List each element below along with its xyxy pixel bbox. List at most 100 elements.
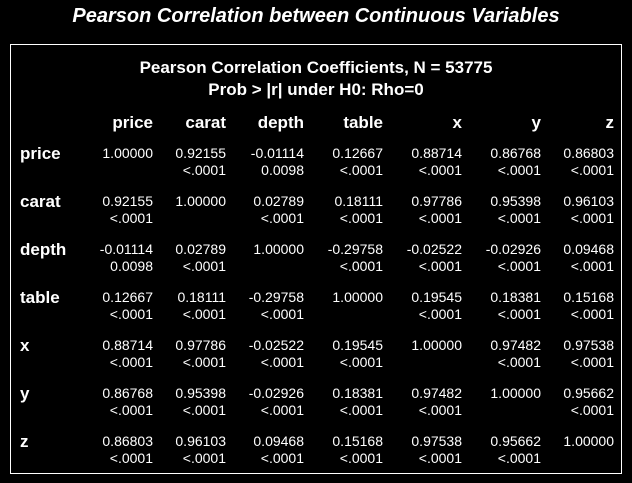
correlation-coefficient: 0.18381 <box>332 385 383 401</box>
p-value: <.0001 <box>418 402 462 418</box>
column-header-x: x <box>452 113 462 132</box>
correlation-coefficient: 0.92155 <box>175 145 226 161</box>
correlation-cell: 0.95398 <.0001 <box>146 385 226 419</box>
correlation-coefficient: 0.97786 <box>411 193 462 209</box>
correlation-cell: 0.12667 <.0001 <box>73 289 153 323</box>
p-value: <.0001 <box>570 306 614 322</box>
correlation-coefficient: 1.00000 <box>490 385 541 401</box>
correlation-coefficient: 0.97538 <box>563 337 614 353</box>
p-value: <.0001 <box>570 354 614 370</box>
correlation-cell: 0.95662 <.0001 <box>534 385 614 419</box>
correlation-cell: 0.09468 <.0001 <box>224 433 304 467</box>
row-label-table: table <box>20 288 60 307</box>
correlation-coefficient: 0.96103 <box>175 433 226 449</box>
column-header-depth: depth <box>257 113 304 132</box>
p-value: <.0001 <box>339 450 383 466</box>
correlation-coefficient: 0.97482 <box>490 337 541 353</box>
correlation-coefficient: 0.96103 <box>563 193 614 209</box>
p-value: <.0001 <box>497 450 541 466</box>
row-label-x: x <box>20 336 30 355</box>
correlation-cell: 0.92155 <.0001 <box>146 145 226 179</box>
correlation-coefficient: 0.95398 <box>175 385 226 401</box>
correlation-cell: 0.97538 <.0001 <box>382 433 462 467</box>
column-header-price: price <box>112 113 153 132</box>
row-label-carat: carat <box>20 192 61 211</box>
p-value: <.0001 <box>109 306 153 322</box>
table-caption-line1: Pearson Correlation Coefficients, N = 53… <box>139 58 493 77</box>
p-value: <.0001 <box>418 450 462 466</box>
p-value: <.0001 <box>182 354 226 370</box>
correlation-cell: 0.97538 <.0001 <box>534 337 614 371</box>
correlation-cell: 0.96103 <.0001 <box>146 433 226 467</box>
p-value: <.0001 <box>418 162 462 178</box>
correlation-cell: 0.95398 <.0001 <box>461 193 541 227</box>
correlation-coefficient: -0.02926 <box>485 241 541 257</box>
p-value: <.0001 <box>260 402 304 418</box>
p-value: 0.0098 <box>261 162 304 178</box>
correlation-coefficient: 0.12667 <box>332 145 383 161</box>
correlation-cell: -0.01114 0.0098 <box>224 145 304 179</box>
correlation-coefficient: 0.97538 <box>411 433 462 449</box>
p-value: <.0001 <box>182 450 226 466</box>
correlation-cell: 0.18381 <.0001 <box>303 385 383 419</box>
column-header-y: y <box>531 113 541 132</box>
correlation-coefficient: 0.86803 <box>102 433 153 449</box>
correlation-coefficient: 1.00000 <box>411 337 462 353</box>
p-value: <.0001 <box>497 306 541 322</box>
p-value: <.0001 <box>339 210 383 226</box>
p-value: <.0001 <box>182 402 226 418</box>
correlation-coefficient: 0.02789 <box>175 241 226 257</box>
p-value: <.0001 <box>182 258 226 274</box>
correlation-coefficient: 0.18111 <box>177 289 226 305</box>
correlation-cell: 0.86803 <.0001 <box>534 145 614 179</box>
correlation-cell: 0.97786 <.0001 <box>382 193 462 227</box>
correlation-coefficient: 0.92155 <box>102 193 153 209</box>
correlation-cell: 1.00000 <box>461 385 541 402</box>
correlation-cell: 1.00000 <box>534 433 614 450</box>
p-value: <.0001 <box>418 306 462 322</box>
p-value: <.0001 <box>497 210 541 226</box>
column-header-carat: carat <box>185 113 226 132</box>
correlation-coefficient: -0.02926 <box>248 385 304 401</box>
correlation-cell: 0.92155 <.0001 <box>73 193 153 227</box>
p-value: 0.0098 <box>110 258 153 274</box>
correlation-cell: -0.02926 <.0001 <box>461 241 541 275</box>
correlation-coefficient: 1.00000 <box>563 433 614 449</box>
row-label-depth: depth <box>20 240 67 259</box>
column-header-table: table <box>343 113 383 132</box>
correlation-cell: 0.19545 <.0001 <box>303 337 383 371</box>
row-label-y: y <box>20 384 30 403</box>
correlation-coefficient: -0.01114 <box>250 145 304 161</box>
correlation-cell: 0.02789 <.0001 <box>224 193 304 227</box>
correlation-cell: 0.86768 <.0001 <box>461 145 541 179</box>
correlation-coefficient: 0.18381 <box>490 289 541 305</box>
correlation-cell: 0.86803 <.0001 <box>73 433 153 467</box>
correlation-coefficient: 0.88714 <box>411 145 462 161</box>
p-value: <.0001 <box>570 210 614 226</box>
correlation-coefficient: -0.02522 <box>248 337 304 353</box>
correlation-coefficient: -0.02522 <box>406 241 462 257</box>
p-value: <.0001 <box>260 450 304 466</box>
correlation-coefficient: 0.15168 <box>332 433 383 449</box>
correlation-cell: 0.97786 <.0001 <box>146 337 226 371</box>
correlation-cell: 0.15168 <.0001 <box>534 289 614 323</box>
correlation-cell: 0.86768 <.0001 <box>73 385 153 419</box>
correlation-coefficient: 1.00000 <box>332 289 383 305</box>
p-value: <.0001 <box>109 354 153 370</box>
correlation-coefficient: 0.95662 <box>563 385 614 401</box>
correlation-coefficient: 0.86768 <box>490 145 541 161</box>
p-value: <.0001 <box>570 402 614 418</box>
p-value: <.0001 <box>260 354 304 370</box>
correlation-coefficient: 0.86768 <box>102 385 153 401</box>
column-header-z: z <box>605 113 615 132</box>
correlation-cell: -0.29758 <.0001 <box>224 289 304 323</box>
p-value: <.0001 <box>339 354 383 370</box>
p-value: <.0001 <box>109 402 153 418</box>
p-value: <.0001 <box>109 210 153 226</box>
correlation-coefficient: 0.12667 <box>102 289 153 305</box>
correlation-cell: 0.96103 <.0001 <box>534 193 614 227</box>
correlation-coefficient: 1.00000 <box>102 145 153 161</box>
correlation-cell: 0.18111 <.0001 <box>303 193 383 227</box>
p-value: <.0001 <box>339 258 383 274</box>
p-value: <.0001 <box>570 258 614 274</box>
